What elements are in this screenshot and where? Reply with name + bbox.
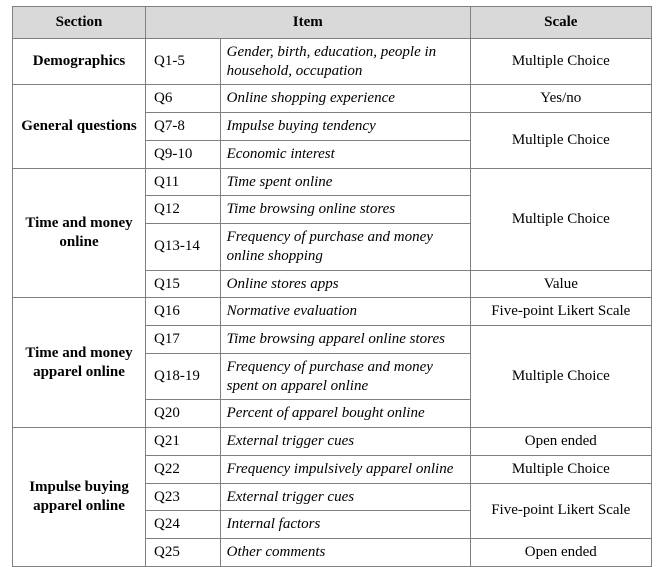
scale-text: Multiple Choice xyxy=(470,38,651,85)
question-code: Q17 xyxy=(146,326,221,354)
item-text: Percent of apparel bought online xyxy=(220,400,470,428)
question-code: Q7-8 xyxy=(146,113,221,141)
scale-text: Open ended xyxy=(470,428,651,456)
question-code: Q1-5 xyxy=(146,38,221,85)
scale-text: Multiple Choice xyxy=(470,168,651,270)
item-text: Frequency of purchase and money spent on… xyxy=(220,353,470,400)
table-header-row: Section Item Scale xyxy=(13,7,652,39)
scale-text: Open ended xyxy=(470,539,651,567)
item-text: External trigger cues xyxy=(220,483,470,511)
item-text: Economic interest xyxy=(220,140,470,168)
question-code: Q24 xyxy=(146,511,221,539)
question-code: Q13-14 xyxy=(146,224,221,271)
questionnaire-table: Section Item Scale Demographics Q1-5 Gen… xyxy=(12,6,652,567)
scale-text: Five-point Likert Scale xyxy=(470,298,651,326)
table-row: Demographics Q1-5 Gender, birth, educati… xyxy=(13,38,652,85)
question-code: Q22 xyxy=(146,455,221,483)
item-text: Impulse buying tendency xyxy=(220,113,470,141)
question-code: Q15 xyxy=(146,270,221,298)
table-row: Time and money apparel online Q16 Normat… xyxy=(13,298,652,326)
item-text: Normative evaluation xyxy=(220,298,470,326)
scale-text: Five-point Likert Scale xyxy=(470,483,651,539)
header-item: Item xyxy=(146,7,471,39)
question-code: Q9-10 xyxy=(146,140,221,168)
table-row: Impulse buying apparel online Q21 Extern… xyxy=(13,428,652,456)
question-code: Q25 xyxy=(146,539,221,567)
item-text: Time spent online xyxy=(220,168,470,196)
question-code: Q6 xyxy=(146,85,221,113)
table-row: General questions Q6 Online shopping exp… xyxy=(13,85,652,113)
table-row: Time and money online Q11 Time spent onl… xyxy=(13,168,652,196)
header-section: Section xyxy=(13,7,146,39)
item-text: Online stores apps xyxy=(220,270,470,298)
item-text: Other comments xyxy=(220,539,470,567)
section-title: Time and money apparel online xyxy=(13,298,146,428)
section-title: Time and money online xyxy=(13,168,146,298)
question-code: Q20 xyxy=(146,400,221,428)
section-title: General questions xyxy=(13,85,146,168)
question-code: Q11 xyxy=(146,168,221,196)
item-text: Frequency impulsively apparel online xyxy=(220,455,470,483)
scale-text: Yes/no xyxy=(470,85,651,113)
scale-text: Value xyxy=(470,270,651,298)
question-code: Q23 xyxy=(146,483,221,511)
question-code: Q18-19 xyxy=(146,353,221,400)
item-text: Gender, birth, education, people in hous… xyxy=(220,38,470,85)
item-text: External trigger cues xyxy=(220,428,470,456)
item-text: Time browsing online stores xyxy=(220,196,470,224)
item-text: Online shopping experience xyxy=(220,85,470,113)
section-title: Impulse buying apparel online xyxy=(13,428,146,567)
scale-text: Multiple Choice xyxy=(470,326,651,428)
item-text: Internal factors xyxy=(220,511,470,539)
table-container: Section Item Scale Demographics Q1-5 Gen… xyxy=(0,0,664,510)
header-scale: Scale xyxy=(470,7,651,39)
item-text: Frequency of purchase and money online s… xyxy=(220,224,470,271)
question-code: Q21 xyxy=(146,428,221,456)
question-code: Q12 xyxy=(146,196,221,224)
item-text: Time browsing apparel online stores xyxy=(220,326,470,354)
scale-text: Multiple Choice xyxy=(470,113,651,169)
scale-text: Multiple Choice xyxy=(470,455,651,483)
section-title: Demographics xyxy=(13,38,146,85)
question-code: Q16 xyxy=(146,298,221,326)
